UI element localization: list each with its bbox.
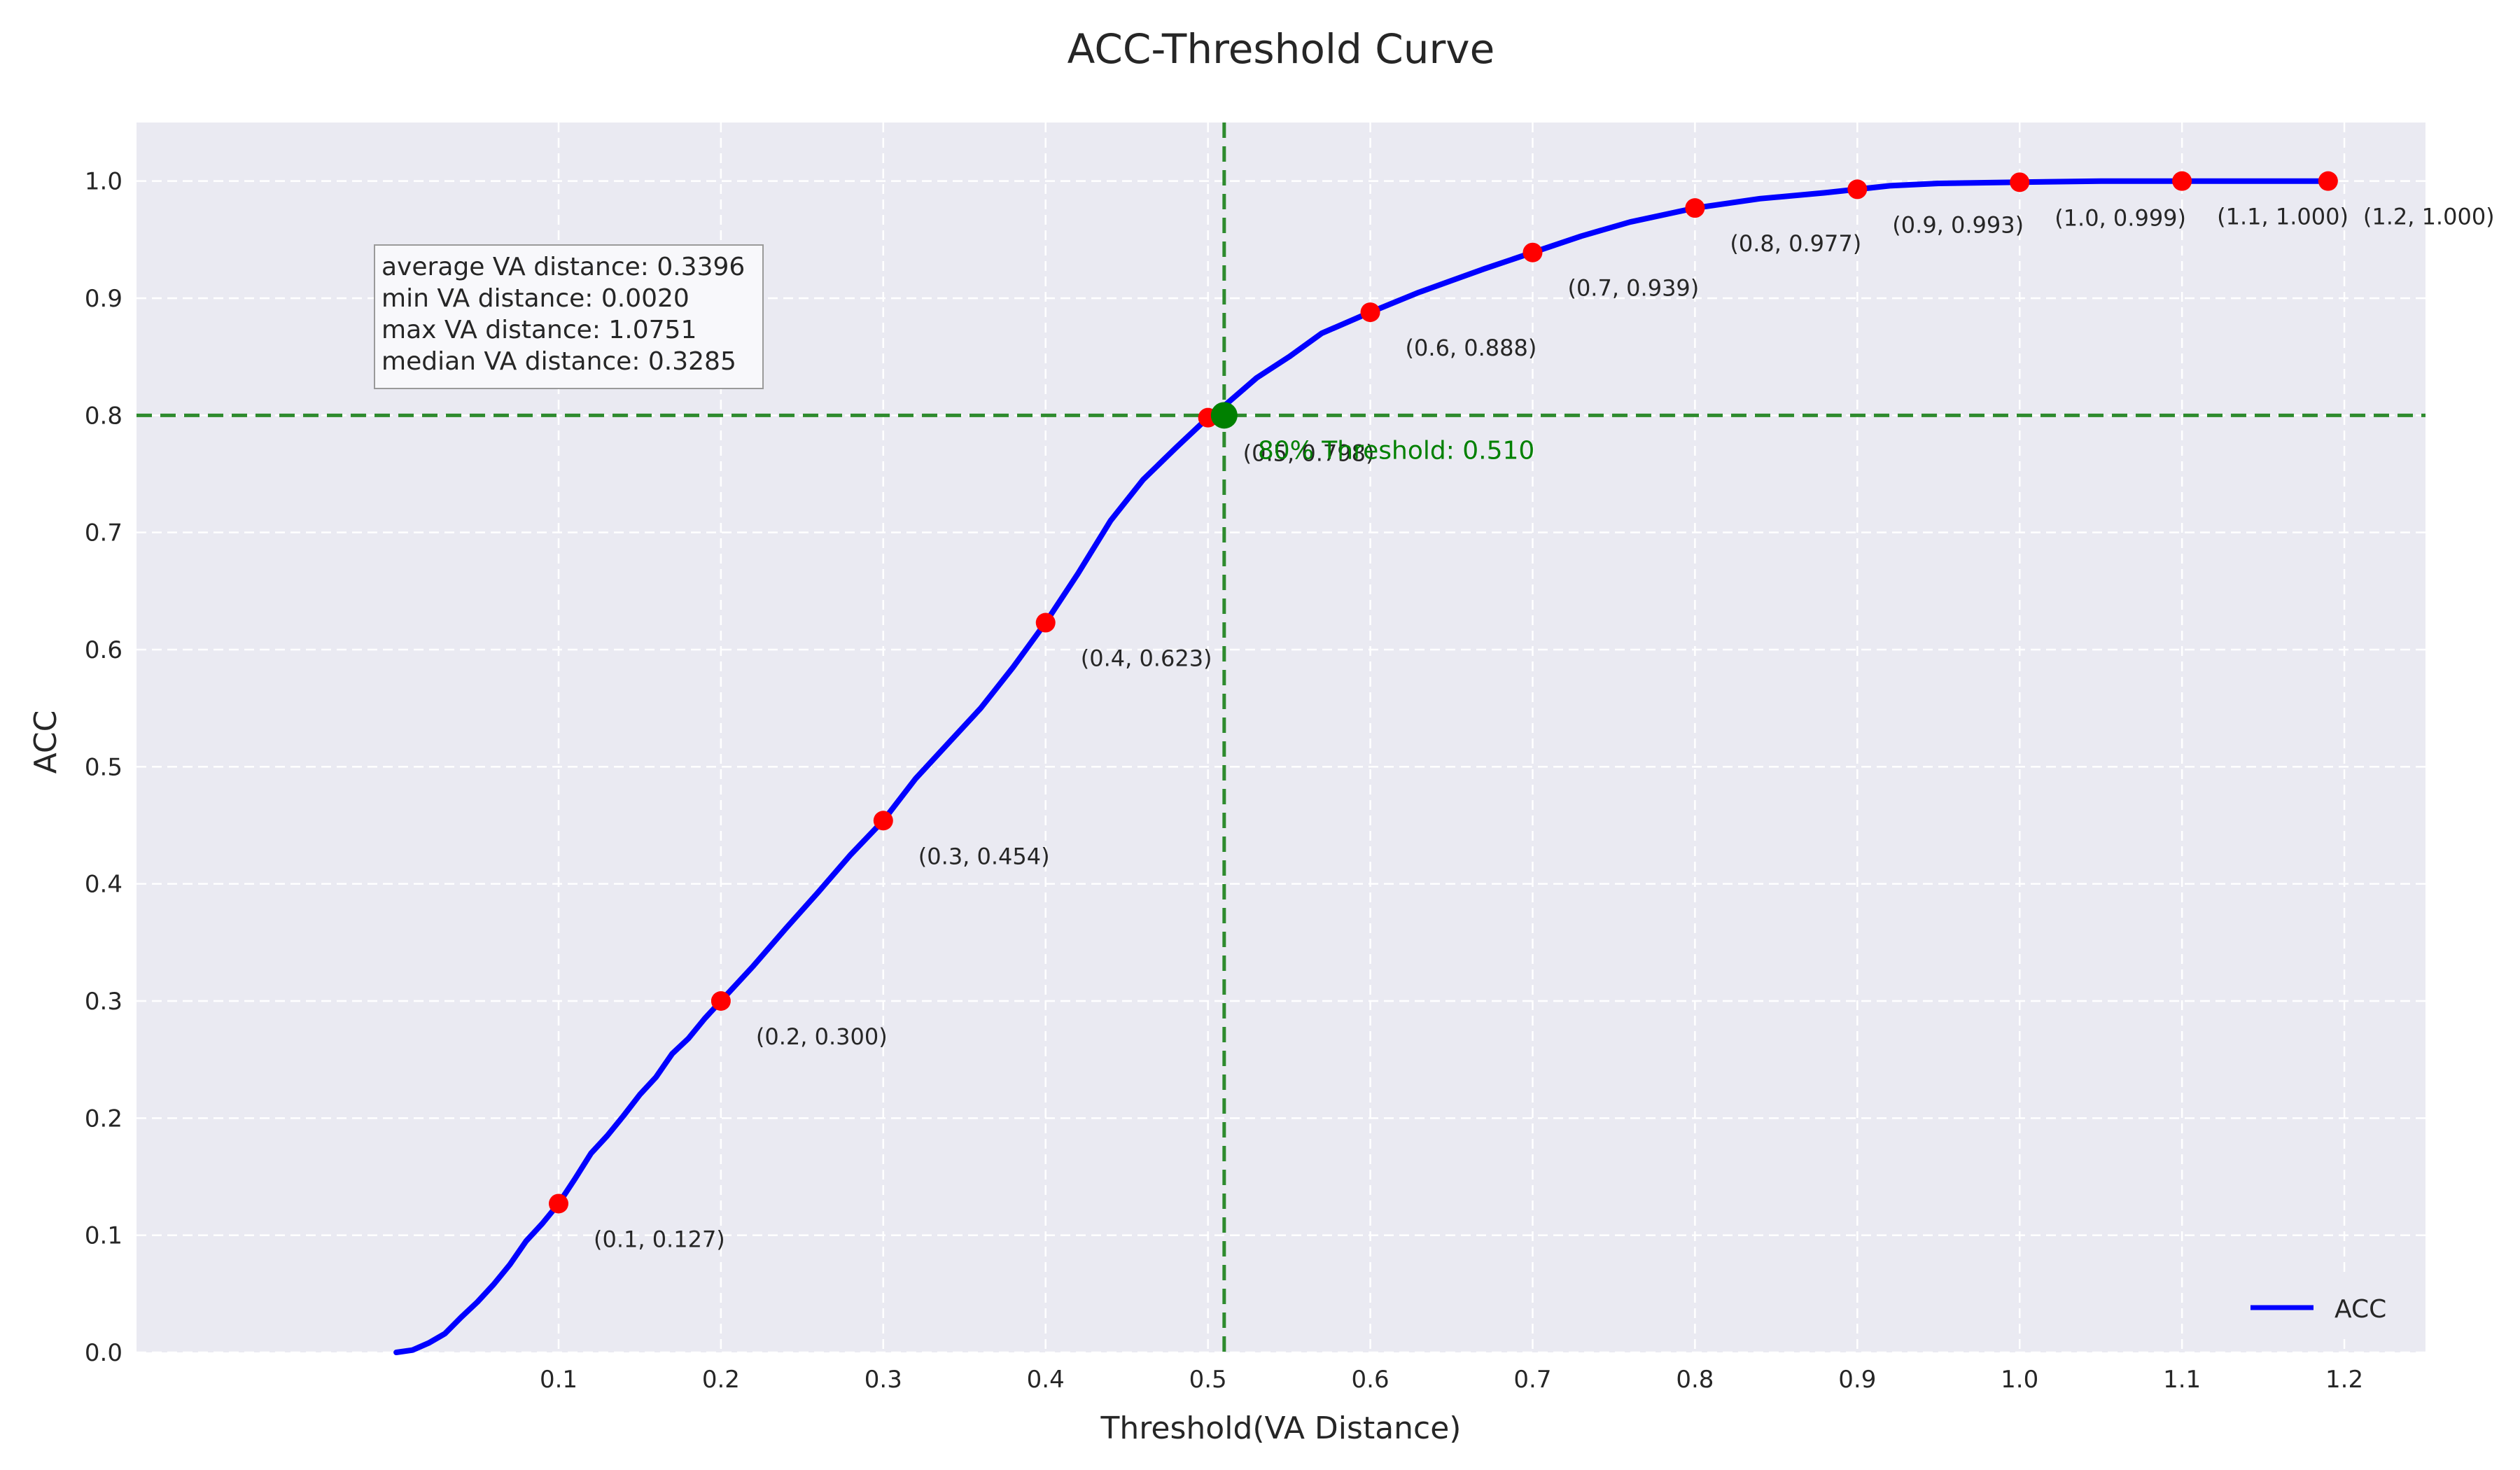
- data-point-marker: [710, 991, 731, 1011]
- legend-label-acc: ACC: [2334, 1295, 2386, 1324]
- x-axis-label: Threshold(VA Distance): [1100, 1410, 1462, 1446]
- y-tick-label: 0.0: [85, 1339, 122, 1367]
- series: [393, 178, 2331, 1355]
- x-tick-label: 1.0: [2001, 1366, 2038, 1394]
- x-tick-label: 0.9: [1838, 1366, 1876, 1394]
- y-tick-label: 0.6: [85, 636, 122, 664]
- y-tick-label: 0.5: [85, 753, 122, 781]
- x-tick-label: 1.1: [2163, 1366, 2201, 1394]
- data-point-label: (0.5, 0.798): [1243, 440, 1375, 467]
- data-point-label: (1.0, 0.999): [2054, 204, 2186, 231]
- y-tick-label: 0.1: [85, 1222, 122, 1250]
- data-point-label: (0.7, 0.939): [1567, 275, 1699, 302]
- y-tick-label: 1.0: [85, 168, 122, 196]
- data-point-label: (0.9, 0.993): [1892, 211, 2024, 238]
- stats-line: median VA distance: 0.3285: [382, 347, 736, 376]
- data-point-label: (1.2, 1.000): [2363, 204, 2495, 230]
- data-labels: (0.1, 0.127) (0.2, 0.300) (0.3, 0.454) (0.4…: [594, 204, 2495, 1253]
- data-point-marker: [2172, 171, 2192, 191]
- y-tick-label: 0.4: [85, 871, 122, 899]
- stats-line: average VA distance: 0.3396: [382, 253, 745, 281]
- data-point-marker: [1685, 198, 1705, 218]
- x-tick-label: 0.5: [1189, 1366, 1227, 1394]
- y-tick-label: 0.9: [85, 285, 122, 313]
- data-point-label: (0.1, 0.127): [594, 1226, 725, 1252]
- data-point-label: (0.2, 0.300): [756, 1023, 888, 1050]
- y-tick-label: 0.8: [85, 402, 122, 430]
- data-point-marker: [1035, 612, 1056, 633]
- stats-box: average VA distance: 0.3396 min VA dista…: [374, 244, 764, 389]
- x-tick-label: 0.2: [702, 1366, 740, 1394]
- series-line-acc: [393, 178, 2331, 1355]
- data-point-label: (0.6, 0.888): [1406, 335, 1537, 361]
- threshold-point-marker: [1210, 402, 1238, 429]
- data-point-marker: [2318, 171, 2338, 191]
- legend: ACC: [2230, 1274, 2418, 1337]
- threshold-lines: [136, 122, 2426, 1352]
- y-axis-label: ACC: [28, 710, 64, 774]
- data-point-label: (0.8, 0.977): [1730, 230, 1861, 257]
- chart-title: ACC-Threshold Curve: [1068, 25, 1495, 73]
- stats-line: max VA distance: 1.0751: [382, 316, 696, 344]
- stats-line: min VA distance: 0.0020: [382, 284, 690, 313]
- x-tick-label: 0.1: [540, 1366, 578, 1394]
- y-tick-label: 0.3: [85, 988, 122, 1016]
- data-point-marker: [873, 811, 893, 831]
- data-point-label: (0.3, 0.454): [918, 843, 1050, 869]
- y-tick-label: 0.2: [85, 1105, 122, 1133]
- x-tick-label: 0.8: [1676, 1366, 1714, 1394]
- markers: [548, 171, 2338, 1214]
- axes: 0.1 0.2 0.3 0.4 0.5 0.6 0.7 0.8 0.9 1.0 1.1 1.2 0.0 0…: [85, 168, 2363, 1394]
- data-point-marker: [2010, 172, 2030, 192]
- data-point-label: (0.4, 0.623): [1081, 645, 1212, 672]
- x-tick-label: 0.3: [864, 1366, 902, 1394]
- data-point-marker: [548, 1194, 568, 1214]
- x-tick-label: 0.6: [1352, 1366, 1390, 1394]
- threshold-label: 80% Threshold: 0.510: [1258, 436, 1535, 465]
- data-point-label: (1.1, 1.000): [2217, 204, 2348, 230]
- y-tick-label: 0.7: [85, 519, 122, 547]
- x-tick-label: 0.7: [1513, 1366, 1551, 1394]
- x-tick-label: 0.4: [1027, 1366, 1065, 1394]
- data-point-marker: [1360, 302, 1380, 323]
- x-tick-label: 1.2: [2325, 1366, 2363, 1394]
- data-point-marker: [1522, 242, 1543, 262]
- data-point-marker: [1847, 179, 1868, 200]
